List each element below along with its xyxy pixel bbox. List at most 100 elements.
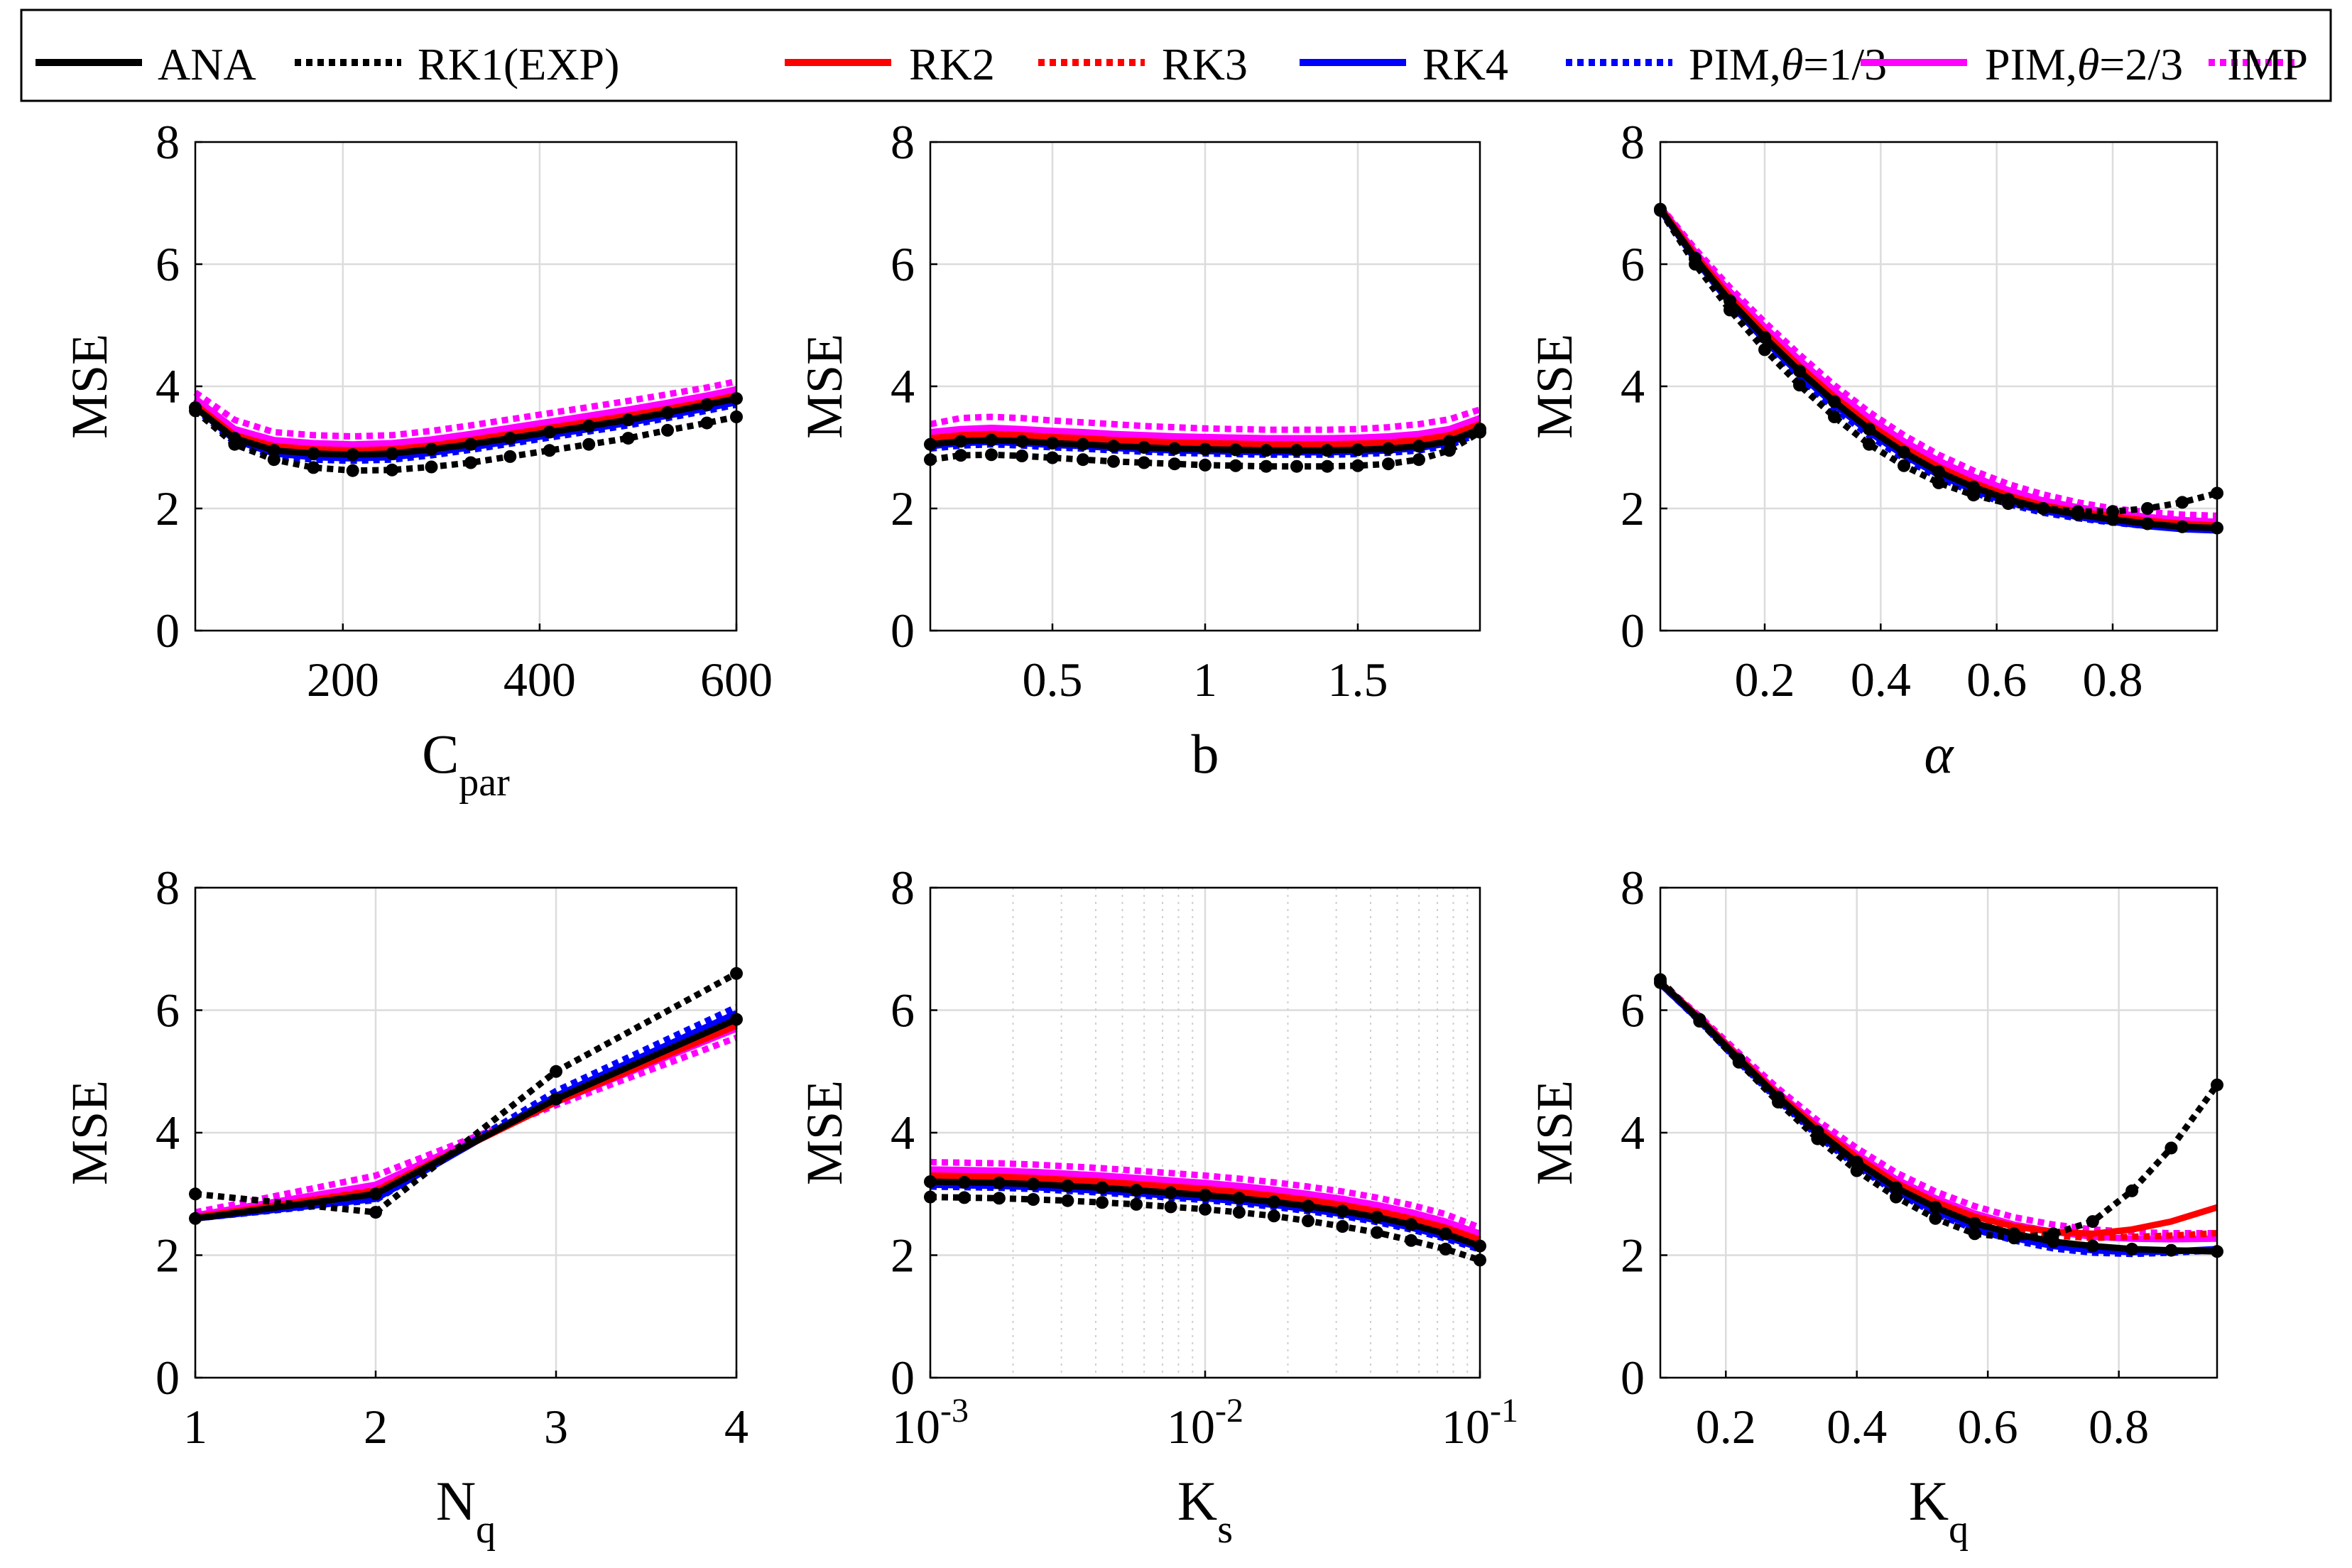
marker-ana: [1863, 423, 1875, 436]
legend-label-imp: IMP: [2227, 39, 2308, 89]
legend-label-ana: ANA: [158, 39, 256, 89]
marker-rk1-exp: [1863, 437, 1875, 451]
y-tick-label: 0: [1621, 604, 1645, 658]
marker-ana: [661, 406, 674, 419]
legend-label-rk1-exp: RK1(EXP): [418, 39, 619, 89]
y-axis-label: MSE: [796, 334, 853, 439]
legend-entry-pim-1-3: PIM,θ=1/3: [1566, 39, 1887, 89]
legend-label-rk4: RK4: [1422, 39, 1508, 89]
marker-ana: [1046, 437, 1059, 450]
marker-ana: [1077, 437, 1089, 451]
marker-ana: [1439, 1227, 1452, 1241]
marker-rk1-exp: [543, 444, 556, 457]
series-group: [924, 406, 1486, 473]
marker-rk1-exp: [1267, 1209, 1280, 1223]
y-tick-label: 6: [891, 237, 915, 291]
marker-ana: [1199, 1189, 1212, 1202]
marker-rk1-exp: [2141, 502, 2154, 515]
marker-ana: [1371, 1211, 1383, 1224]
x-tick-label: 1: [1193, 653, 1217, 707]
y-tick-label: 0: [1621, 1351, 1645, 1405]
marker-rk1-exp: [1443, 444, 1456, 457]
series-imp: [930, 1158, 1481, 1231]
x-tick-label: 10-2: [1167, 1392, 1243, 1454]
y-axis-label: MSE: [1526, 334, 1583, 439]
legend-label-pim-2-3: PIM,θ=2/3: [1985, 39, 2183, 89]
marker-ana: [621, 413, 635, 427]
marker-ana: [1096, 1181, 1109, 1194]
marker-rk1-exp: [582, 437, 596, 451]
subplot-kq: 0 2 4 6 8 0.2 0.4 0.6 0.8 MSE Kq: [1526, 861, 2223, 1552]
x-tick-label: 1: [183, 1400, 207, 1454]
series-pim-2-3: [193, 386, 737, 448]
marker-rk1-exp: [1724, 303, 1736, 317]
series-group: [924, 1158, 1486, 1267]
marker-rk1-exp: [1439, 1242, 1452, 1256]
y-axis-label: MSE: [61, 334, 118, 439]
marker-ana: [1772, 1091, 1785, 1104]
marker-rk1-exp: [503, 450, 517, 463]
marker-ana: [985, 433, 998, 447]
legend: ANA RK1(EXP) RK2 RK3 RK4 PIM,θ=1/3 PIM,θ=2/3 IM…: [20, 9, 2332, 102]
marker-rk1-exp: [1412, 453, 1425, 467]
y-tick-label: 8: [891, 861, 915, 915]
marker-ana: [1351, 443, 1364, 457]
marker-ana: [2071, 508, 2084, 521]
marker-rk1-exp: [425, 460, 438, 474]
y-tick-label: 2: [1621, 1229, 1645, 1283]
marker-ana: [992, 1176, 1006, 1189]
marker-ana: [369, 1187, 382, 1201]
marker-rk1-exp: [1336, 1220, 1349, 1233]
marker-ana: [1336, 1204, 1349, 1218]
legend-label-rk3: RK3: [1162, 39, 1248, 89]
marker-ana: [2037, 502, 2049, 515]
x-tick-label: 0.2: [1696, 1400, 1756, 1454]
marker-ana: [1321, 444, 1334, 457]
x-tick-label: 1.5: [1328, 653, 1388, 707]
marker-ana: [307, 447, 320, 460]
marker-rk1-exp: [1382, 457, 1395, 471]
legend-entry-rk4: RK4: [1300, 39, 1508, 89]
y-tick-label: 2: [891, 481, 915, 535]
marker-ana: [1443, 435, 1456, 448]
marker-rk1-exp: [1199, 458, 1212, 472]
marker-rk1-exp: [1968, 1227, 1981, 1241]
marker-rk1-exp: [369, 1206, 382, 1219]
marker-rk1-exp: [1302, 1214, 1314, 1228]
x-tick-label: 2: [364, 1400, 388, 1454]
y-tick-label: 2: [891, 1229, 915, 1283]
marker-rk1-exp: [1929, 1212, 1942, 1225]
y-tick-label: 8: [891, 115, 915, 169]
marker-rk1-exp: [1405, 1234, 1418, 1247]
marker-ana: [1724, 294, 1736, 307]
marker-ana: [1932, 465, 1945, 479]
marker-ana: [346, 448, 359, 462]
x-axis-label: Ks: [1177, 1470, 1233, 1552]
series-imp: [195, 1035, 738, 1216]
legend-box: [20, 9, 2332, 102]
series-pim-2-3: [930, 1166, 1481, 1237]
marker-rk1-exp: [2125, 1184, 2139, 1197]
marker-ana: [1164, 1186, 1177, 1199]
marker-rk1-exp: [1107, 454, 1120, 468]
marker-rk1-exp: [700, 416, 714, 430]
y-tick-label: 4: [156, 1106, 180, 1160]
y-axis-label: MSE: [1526, 1080, 1583, 1185]
series-group: [1654, 202, 2223, 535]
marker-rk1-exp: [1371, 1226, 1383, 1239]
series-rk1-exp: [193, 408, 737, 474]
marker-ana: [1758, 331, 1771, 344]
y-axis-label: MSE: [61, 1080, 118, 1185]
marker-ana: [2002, 493, 2015, 506]
series-pim-2-3: [1657, 205, 2218, 526]
marker-rk1-exp: [661, 423, 674, 437]
marker-rk1-exp: [1898, 459, 1910, 472]
marker-rk1-exp: [621, 432, 635, 445]
series-imp: [193, 378, 737, 440]
marker-ana: [1405, 1218, 1418, 1231]
marker-rk1-exp: [1321, 459, 1334, 473]
marker-ana: [386, 447, 399, 460]
x-tick-label: 4: [724, 1400, 748, 1454]
x-tick-label: 0.2: [1735, 653, 1795, 707]
